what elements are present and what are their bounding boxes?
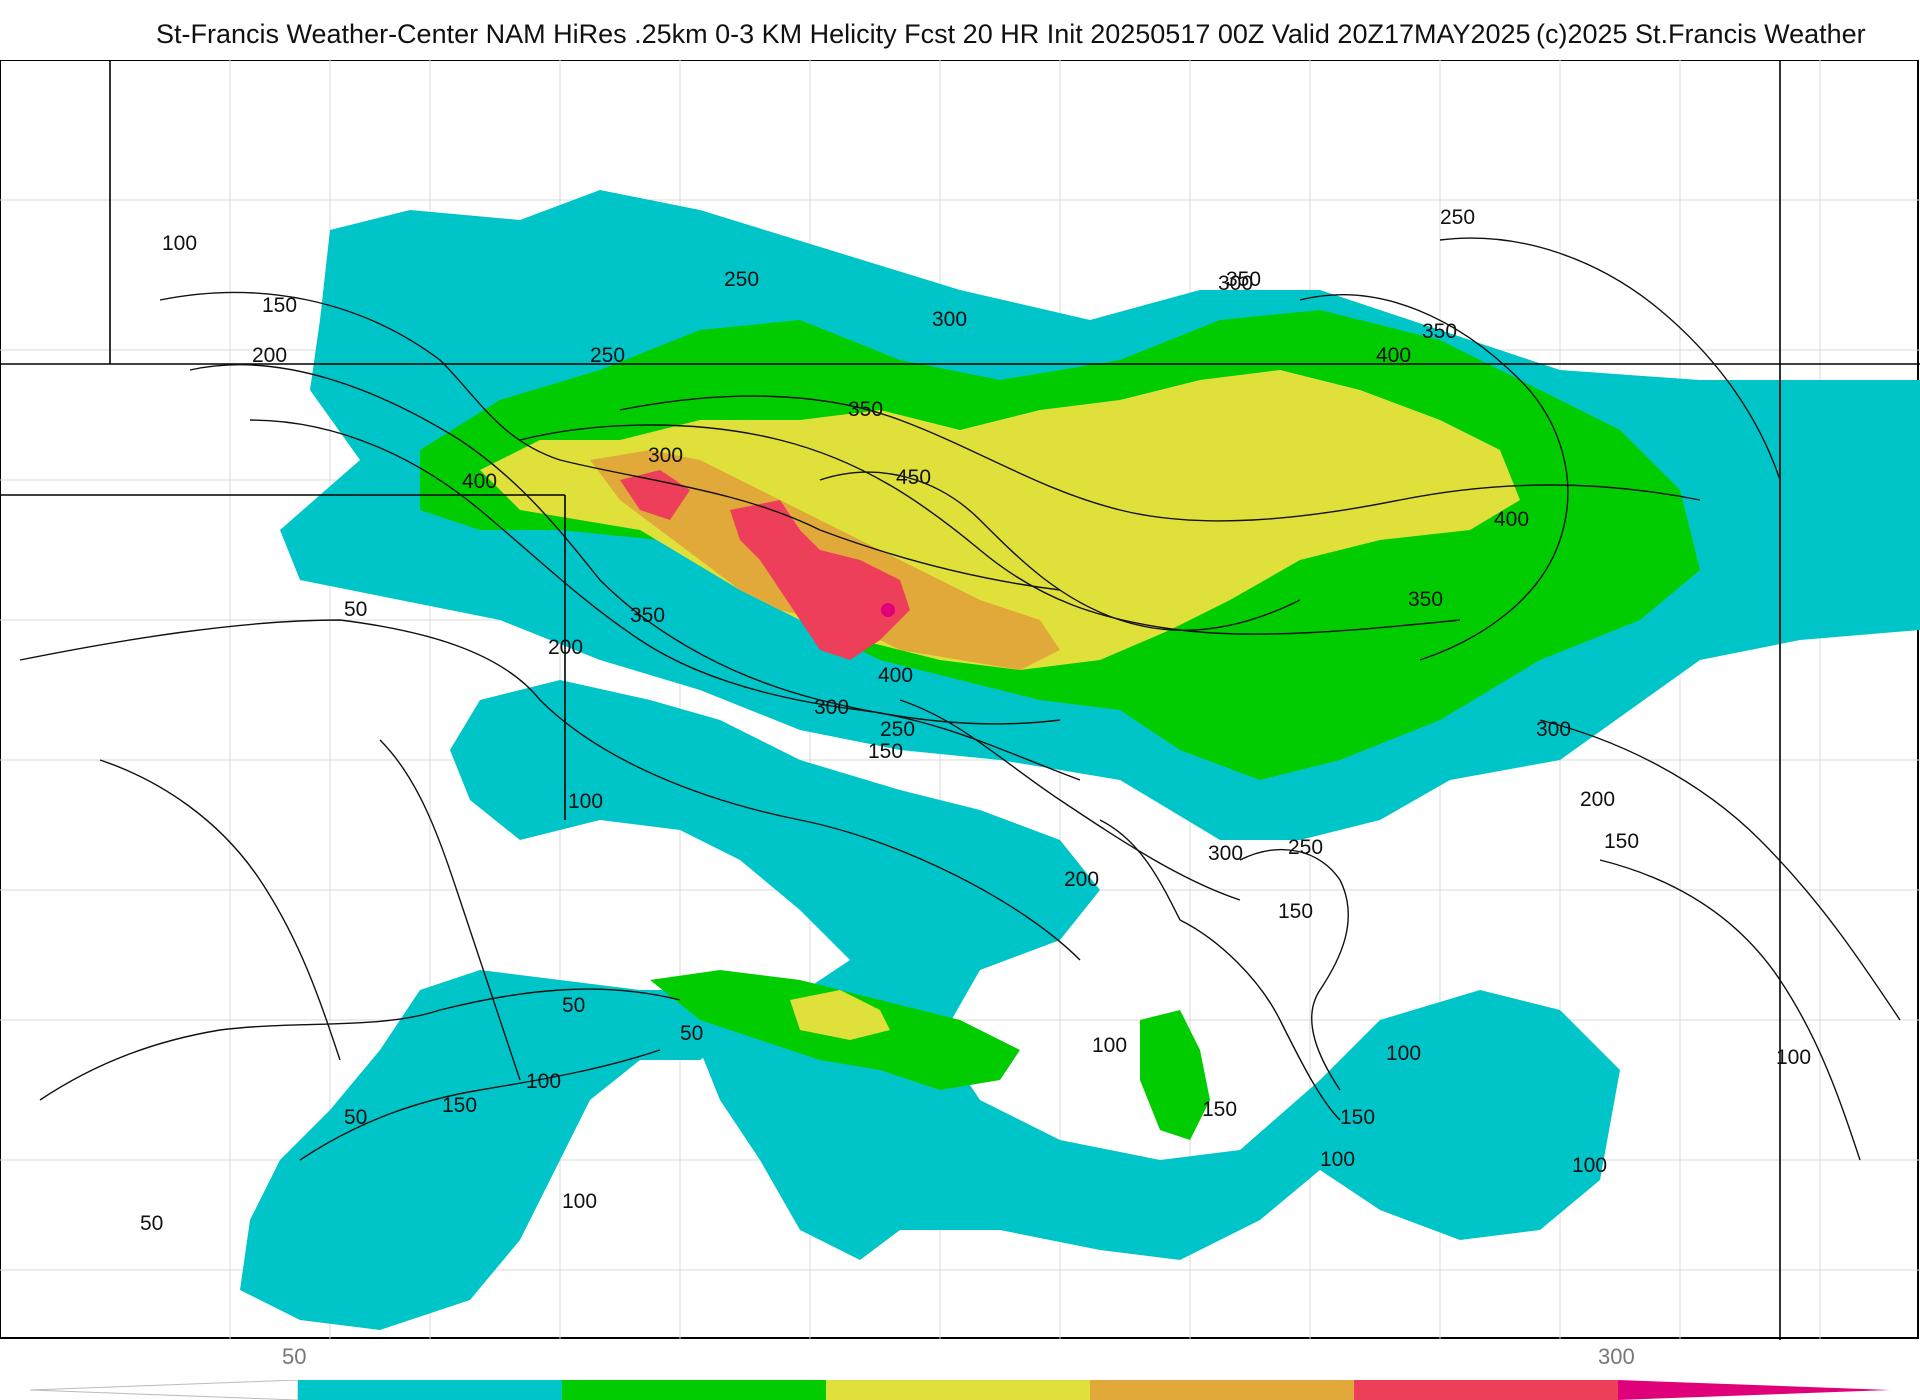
contour-label: 300 bbox=[648, 444, 683, 467]
helicity-fill-red bbox=[620, 470, 910, 660]
contour-label: 250 bbox=[590, 344, 625, 367]
contour-label: 350 bbox=[630, 604, 665, 627]
contour-label: 100 bbox=[1776, 1046, 1811, 1069]
contour-label: 100 bbox=[526, 1070, 561, 1093]
contour-label: 100 bbox=[1092, 1034, 1127, 1057]
colorbar-label-high: 300 bbox=[1598, 1344, 1635, 1369]
contour-label: 100 bbox=[1386, 1042, 1421, 1065]
contour-label: 300 bbox=[932, 308, 967, 331]
helicity-map: 100 150 200 250 300 350 400 450 50 200 3… bbox=[0, 60, 1920, 1340]
copyright-text: (c)2025 St.Francis Weather bbox=[1536, 19, 1866, 49]
contour-label: 50 bbox=[680, 1022, 703, 1045]
contour-label: 450 bbox=[896, 466, 931, 489]
contour-label: 150 bbox=[1278, 900, 1313, 923]
contour-label: 50 bbox=[344, 598, 367, 621]
contour-label: 50 bbox=[140, 1212, 163, 1235]
colorbar-left-arrow bbox=[30, 1380, 299, 1400]
contour-label: 350 bbox=[1422, 320, 1457, 343]
helicity-contours bbox=[19, 237, 1901, 1161]
contour-label: 400 bbox=[878, 664, 913, 687]
contour-label: 350 bbox=[1408, 588, 1443, 611]
contour-label: 250 bbox=[1440, 206, 1475, 229]
contour-label: 300 bbox=[1208, 842, 1243, 865]
title-text: St-Francis Weather-Center NAM HiRes .25k… bbox=[156, 19, 1531, 49]
contour-label: 100 bbox=[1572, 1154, 1607, 1177]
contour-label: 150 bbox=[1340, 1106, 1375, 1129]
helicity-fill-yellow bbox=[480, 370, 1520, 1040]
contour-label: 400 bbox=[1376, 344, 1411, 367]
contour-label: 100 bbox=[562, 1190, 597, 1213]
contour-label: 150 bbox=[442, 1094, 477, 1117]
map-title: St-Francis Weather-Center NAM HiRes .25k… bbox=[0, 14, 1920, 54]
contour-label: 350 bbox=[848, 398, 883, 421]
contour-label: 150 bbox=[1604, 830, 1639, 853]
contour-label: 300 bbox=[1218, 272, 1253, 295]
contour-label: 250 bbox=[880, 718, 915, 741]
colorbar-strip bbox=[30, 1380, 1890, 1400]
contour-label: 250 bbox=[1288, 836, 1323, 859]
colorbar-label-low: 50 bbox=[282, 1344, 307, 1369]
contour-label: 150 bbox=[868, 740, 903, 763]
contour-label: 350 bbox=[1226, 268, 1261, 291]
contour-label: 50 bbox=[344, 1106, 367, 1129]
contour-label: 200 bbox=[1580, 788, 1615, 811]
contour-label: 200 bbox=[1064, 868, 1099, 891]
colorbar-right-arrow bbox=[1618, 1380, 1890, 1400]
contour-label: 200 bbox=[252, 344, 287, 367]
colorbar-segment bbox=[298, 1380, 562, 1400]
colorbar-segment bbox=[826, 1380, 1090, 1400]
contour-label: 250 bbox=[724, 268, 759, 291]
helicity-fill-magenta bbox=[881, 603, 895, 617]
contour-label: 50 bbox=[562, 994, 585, 1017]
colorbar-segment bbox=[562, 1380, 826, 1400]
contour-label: 100 bbox=[568, 790, 603, 813]
contour-label: 300 bbox=[814, 696, 849, 719]
contour-label: 100 bbox=[162, 232, 197, 255]
contour-label: 400 bbox=[1494, 508, 1529, 531]
contour-label: 200 bbox=[548, 636, 583, 659]
contour-label: 100 bbox=[1320, 1148, 1355, 1171]
contour-label: 400 bbox=[462, 470, 497, 493]
state-boundaries bbox=[0, 60, 1920, 1340]
contour-label: 150 bbox=[1202, 1098, 1237, 1121]
contour-label: 300 bbox=[1536, 718, 1571, 741]
contour-label: 150 bbox=[262, 294, 297, 317]
colorbar-segment bbox=[1090, 1380, 1354, 1400]
contour-labels: 100 150 200 250 300 350 400 450 50 200 3… bbox=[140, 206, 1811, 1235]
colorbar: 50 300 bbox=[0, 1340, 1920, 1400]
colorbar-segment bbox=[1354, 1380, 1618, 1400]
